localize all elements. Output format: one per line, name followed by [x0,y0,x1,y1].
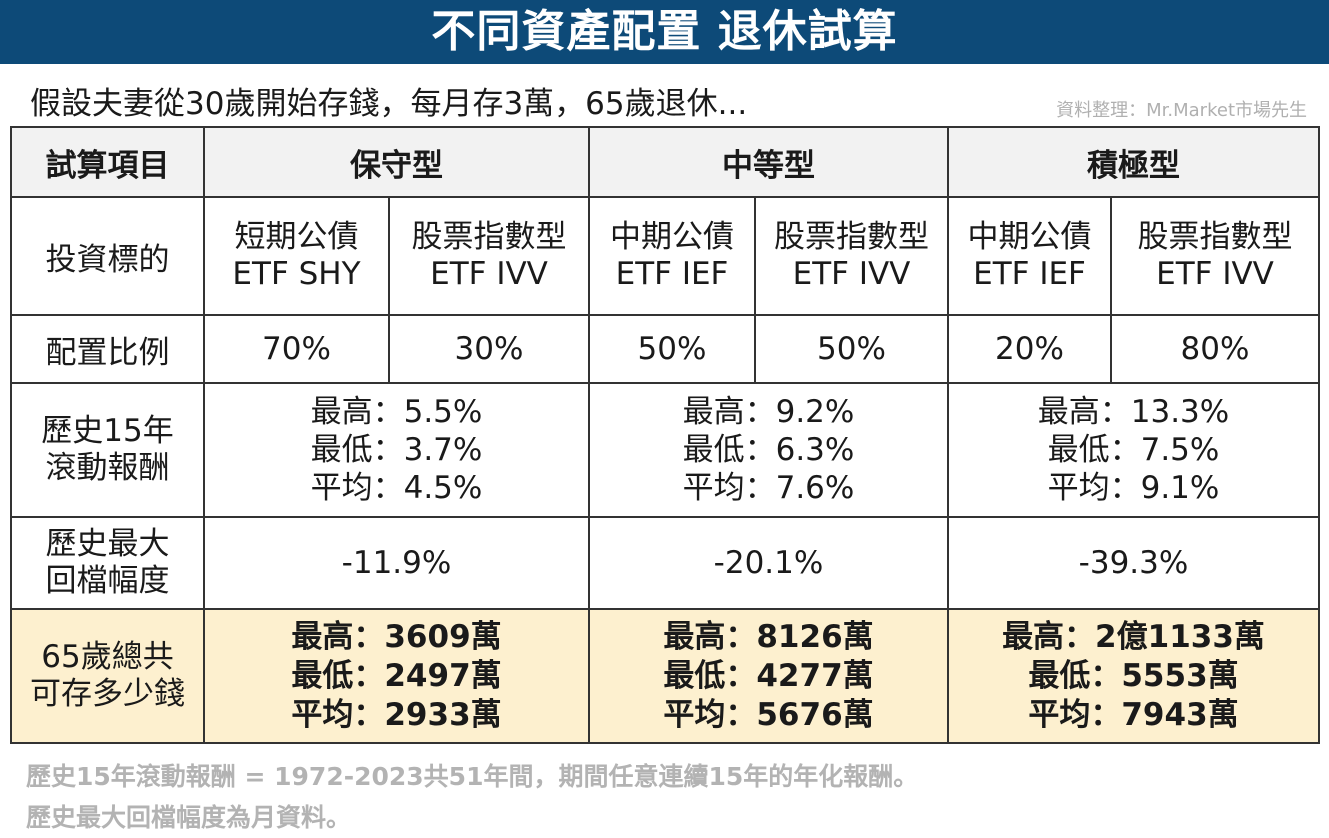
row-label-rolling-return: 歷史15年 滾動報酬 [10,382,205,518]
rolling-return-cell: 最高：9.2% 最低：6.3% 平均：7.6% [588,382,949,518]
row-label-savings: 65歲總共 可存多少錢 [10,608,205,744]
row-label-target: 投資標的 [10,196,205,316]
rolling-return-cell: 最高：5.5% 最低：3.7% 平均：4.5% [203,382,590,518]
savings-cell: 最高：3609萬 最低：2497萬 平均：2933萬 [203,608,590,744]
column-header-aggressive: 積極型 [947,126,1320,198]
rolling-return-cell: 最高：13.3% 最低：7.5% 平均：9.1% [947,382,1320,518]
drawdown-row: 歷史最大 回檔幅度 -11.9% -20.1% -39.3% [10,516,1320,610]
target-cell: 股票指數型 ETF IVV [1110,196,1320,316]
allocation-cell: 50% [754,314,949,384]
footnote: 歷史最大回檔幅度為月資料。 [26,803,352,832]
row-label-allocation: 配置比例 [10,314,205,384]
subtitle: 假設夫妻從30歲開始存錢，每月存3萬，65歲退休... [30,86,748,122]
allocation-cell: 80% [1110,314,1320,384]
rolling-return-row: 歷史15年 滾動報酬 最高：5.5% 最低：3.7% 平均：4.5% 最高：9.2% 最… [10,382,1320,518]
target-cell: 短期公債 ETF SHY [203,196,390,316]
drawdown-cell: -39.3% [947,516,1320,610]
header-row: 試算項目 保守型 中等型 積極型 [10,126,1320,198]
target-cell: 股票指數型 ETF IVV [754,196,949,316]
source-credit: 資料整理：Mr.Market市場先生 [1056,100,1307,121]
target-row: 投資標的 短期公債 ETF SHY 股票指數型 ETF IVV 中期公債 ETF IE… [10,196,1320,316]
drawdown-cell: -20.1% [588,516,949,610]
column-header-conservative: 保守型 [203,126,590,198]
allocation-cell: 70% [203,314,390,384]
allocation-cell: 30% [388,314,590,384]
footnote: 歷史15年滾動報酬 = 1972-2023共51年間，期間任意連續15年的年化報… [26,762,919,791]
column-header-moderate: 中等型 [588,126,949,198]
allocation-cell: 20% [947,314,1112,384]
corner-header: 試算項目 [10,126,205,198]
target-cell: 中期公債 ETF IEF [588,196,756,316]
retirement-comparison-table: 試算項目 保守型 中等型 積極型 投資標的 短期公債 ETF SHY 股票指數型 E… [10,126,1320,744]
target-cell: 中期公債 ETF IEF [947,196,1112,316]
allocation-row: 配置比例 70% 30% 50% 50% 20% 80% [10,314,1320,384]
savings-cell: 最高：2億1133萬 最低：5553萬 平均：7943萬 [947,608,1320,744]
savings-row: 65歲總共 可存多少錢 最高：3609萬 最低：2497萬 平均：2933萬 最高：8… [10,608,1320,744]
target-cell: 股票指數型 ETF IVV [388,196,590,316]
page-title: 不同資產配置 退休試算 [0,0,1329,64]
row-label-drawdown: 歷史最大 回檔幅度 [10,516,205,610]
savings-cell: 最高：8126萬 最低：4277萬 平均：5676萬 [588,608,949,744]
drawdown-cell: -11.9% [203,516,590,610]
allocation-cell: 50% [588,314,756,384]
